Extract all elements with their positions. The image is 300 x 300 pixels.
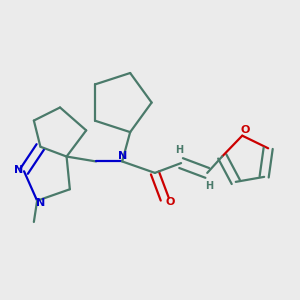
Text: O: O bbox=[240, 125, 250, 135]
Text: O: O bbox=[166, 197, 175, 207]
Text: H: H bbox=[205, 181, 213, 191]
Text: H: H bbox=[176, 145, 184, 155]
Text: N: N bbox=[14, 165, 23, 175]
Text: N: N bbox=[118, 151, 127, 160]
Text: N: N bbox=[36, 198, 46, 208]
